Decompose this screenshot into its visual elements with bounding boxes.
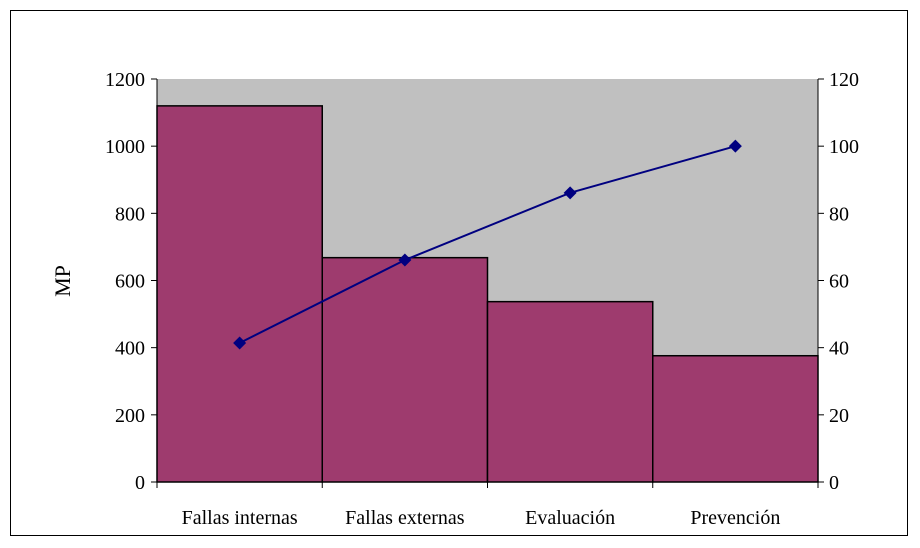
x-tick-label: Fallas externas	[345, 507, 465, 529]
y-right-tick-label: 0	[829, 472, 839, 494]
y-axis-label: MP	[50, 265, 75, 297]
line-point-2	[398, 253, 412, 267]
y-right-tick-label: 120	[829, 69, 859, 91]
axes: 0 200 400 600 800 1000 1200 0 20 40 60 80 100 120 Fall…	[105, 69, 859, 529]
bar-4	[652, 354, 819, 483]
line-point-1	[233, 336, 247, 350]
cumulative-line-series	[233, 139, 742, 350]
x-tick-label: Fallas internas	[182, 507, 298, 529]
y-right-tick-label: 20	[829, 405, 849, 427]
cumulative-line	[239, 145, 736, 344]
bar-2	[321, 256, 489, 483]
x-tick-label: Evaluación	[525, 507, 615, 529]
line-point-3	[563, 186, 577, 200]
x-tick-label: Prevención	[690, 507, 780, 529]
y-right-tick-label: 40	[829, 338, 849, 360]
line-point-4	[728, 139, 742, 153]
bar-1	[156, 105, 323, 483]
y-left-tick-label: 0	[135, 472, 145, 494]
bar-3	[486, 300, 654, 483]
y-right-tick-label: 80	[829, 203, 849, 225]
y-left-tick-label: 200	[115, 405, 145, 427]
bar-series	[156, 105, 819, 483]
y-right-tick-label: 60	[829, 271, 849, 293]
y-left-tick-label: 400	[115, 338, 145, 360]
y-left-tick-label: 1200	[105, 69, 145, 91]
y-right-tick-label: 100	[829, 136, 859, 158]
y-left-tick-label: 600	[115, 271, 145, 293]
y-left-tick-label: 1000	[105, 136, 145, 158]
y-left-tick-label: 800	[115, 203, 145, 225]
